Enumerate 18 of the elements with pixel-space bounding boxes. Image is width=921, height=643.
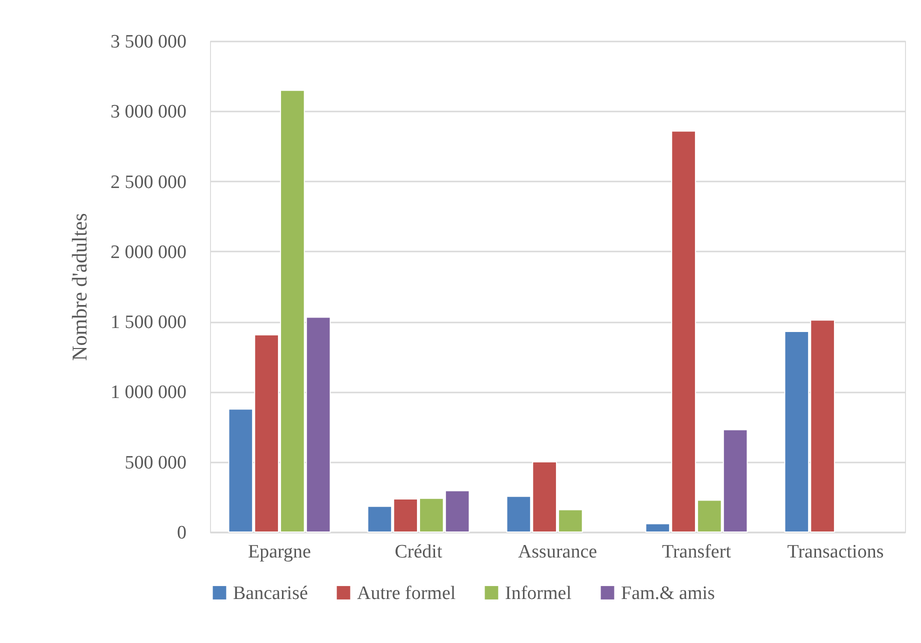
x-tick-label: Assurance — [518, 542, 598, 562]
y-tick-label: 3 500 000 — [110, 32, 186, 52]
legend-label: Autre formel — [357, 582, 456, 604]
x-tick-label: Crédit — [394, 542, 443, 562]
y-tick-label: 2 000 000 — [110, 242, 186, 263]
y-axis-title: Nombre d'adultes — [68, 213, 92, 361]
y-tick-label: 500 000 — [124, 452, 186, 474]
x-tick-label: Transactions — [787, 542, 884, 562]
y-tick-label: 0 — [177, 522, 186, 544]
legend-label: Fam.& amis — [621, 582, 715, 604]
y-tick-label: 1 500 000 — [110, 312, 186, 334]
legend-label: Bancarisé — [233, 582, 308, 604]
y-tick-label: 2 500 000 — [110, 172, 186, 193]
x-tick-label: Transfert — [662, 542, 732, 562]
legend-label: Informel — [505, 582, 572, 604]
y-tick-label: 3 000 000 — [110, 102, 186, 123]
y-tick-label: 1 000 000 — [110, 382, 186, 404]
x-tick-label: Epargne — [248, 542, 311, 562]
